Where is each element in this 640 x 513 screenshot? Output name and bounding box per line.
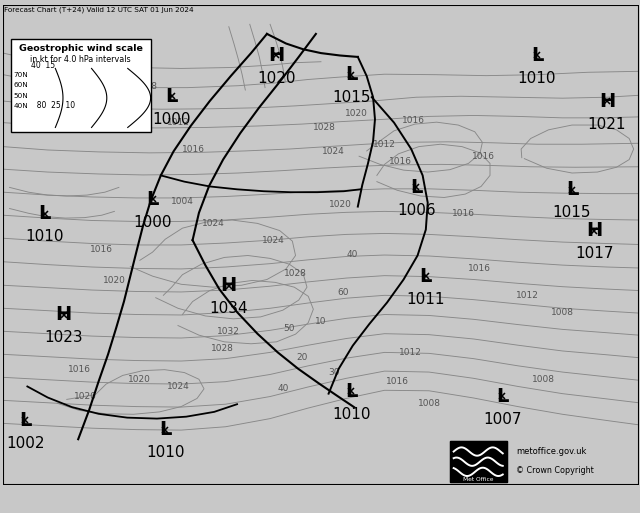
Text: 1028: 1028 [284, 269, 307, 278]
Text: H: H [599, 91, 615, 111]
Text: 1020: 1020 [103, 277, 126, 285]
Text: 40N: 40N [13, 103, 28, 109]
Text: L: L [410, 178, 422, 197]
Text: 80  25  10: 80 25 10 [33, 102, 76, 110]
Text: L: L [420, 267, 432, 286]
Text: 70N: 70N [13, 72, 28, 77]
Text: 1016: 1016 [468, 264, 492, 273]
Text: 1028: 1028 [211, 344, 234, 352]
Text: 60: 60 [337, 288, 349, 298]
Text: 50: 50 [284, 324, 295, 333]
Text: 20: 20 [296, 353, 308, 362]
Text: 1028: 1028 [313, 123, 335, 132]
Text: L: L [531, 46, 543, 65]
Text: Met Office: Met Office [463, 477, 493, 482]
Text: 1008: 1008 [134, 82, 157, 91]
Text: H: H [56, 305, 72, 324]
Text: H: H [221, 276, 237, 295]
Text: 40: 40 [277, 384, 289, 393]
Text: 1010: 1010 [146, 445, 184, 460]
Text: 1000: 1000 [152, 112, 191, 127]
Text: 1020: 1020 [74, 391, 97, 401]
Text: L: L [159, 420, 172, 439]
Text: 1024: 1024 [262, 235, 285, 245]
Text: 1016: 1016 [402, 116, 424, 125]
Text: 1008: 1008 [532, 375, 555, 384]
Text: 1023: 1023 [44, 330, 83, 345]
Text: L: L [165, 87, 178, 106]
Text: 1006: 1006 [397, 203, 436, 218]
Text: L: L [566, 180, 578, 199]
Text: 1016: 1016 [386, 377, 409, 386]
Text: Forecast Chart (T+24) Valid 12 UTC SAT 01 Jun 2024: Forecast Chart (T+24) Valid 12 UTC SAT 0… [4, 6, 194, 13]
Text: 1024: 1024 [202, 219, 224, 228]
Text: 1017: 1017 [575, 246, 614, 261]
Text: 1015: 1015 [553, 205, 591, 220]
Text: 10: 10 [316, 317, 326, 326]
Text: 1020: 1020 [129, 375, 151, 384]
Text: 1024: 1024 [166, 382, 189, 391]
Text: 1012: 1012 [399, 348, 421, 358]
FancyBboxPatch shape [11, 38, 150, 132]
Bar [450, 441, 506, 482]
Text: 1012: 1012 [373, 140, 396, 149]
Text: 40: 40 [347, 250, 358, 259]
Text: 60N: 60N [13, 82, 28, 88]
Text: 1002: 1002 [6, 436, 45, 450]
Text: Geostrophic wind scale: Geostrophic wind scale [19, 44, 143, 52]
Text: H: H [586, 221, 602, 240]
Text: 1016: 1016 [389, 156, 412, 166]
Text: metoffice.gov.uk: metoffice.gov.uk [516, 447, 586, 456]
Text: 1010: 1010 [518, 71, 556, 86]
Text: 40  15: 40 15 [31, 61, 55, 70]
Text: 1016: 1016 [472, 152, 495, 161]
Text: L: L [345, 65, 358, 84]
Text: 1000: 1000 [133, 215, 172, 230]
Text: 1016: 1016 [90, 245, 113, 254]
Text: 1007: 1007 [483, 411, 522, 427]
Text: 1020: 1020 [344, 109, 367, 117]
Text: 1016: 1016 [452, 209, 476, 218]
Text: H: H [268, 46, 285, 65]
Text: 1020: 1020 [328, 200, 351, 209]
Text: L: L [147, 190, 159, 209]
Text: 1004: 1004 [171, 198, 194, 206]
Text: in kt for 4.0 hPa intervals: in kt for 4.0 hPa intervals [31, 55, 131, 65]
Text: 1024: 1024 [323, 147, 345, 156]
Text: 50N: 50N [13, 93, 28, 99]
Text: 1021: 1021 [588, 116, 626, 131]
Text: 1032: 1032 [218, 327, 240, 336]
Text: 1012: 1012 [166, 118, 189, 127]
Text: 1010: 1010 [25, 229, 64, 244]
Text: 30: 30 [328, 368, 339, 377]
Text: 1016: 1016 [68, 365, 91, 374]
Text: L: L [19, 410, 31, 429]
Text: 1034: 1034 [209, 301, 248, 316]
Text: L: L [38, 204, 51, 223]
Text: 1012: 1012 [516, 291, 539, 300]
Text: 1016: 1016 [182, 145, 205, 153]
Text: 1008: 1008 [551, 308, 574, 317]
Text: 1020: 1020 [257, 71, 296, 86]
Text: L: L [345, 382, 358, 401]
Text: 1010: 1010 [332, 407, 371, 422]
Text: 1008: 1008 [417, 399, 440, 408]
Text: 1015: 1015 [332, 90, 371, 105]
Text: © Crown Copyright: © Crown Copyright [516, 465, 594, 475]
Text: L: L [496, 387, 508, 406]
Bar [450, 441, 506, 482]
Text: 1011: 1011 [406, 292, 445, 307]
